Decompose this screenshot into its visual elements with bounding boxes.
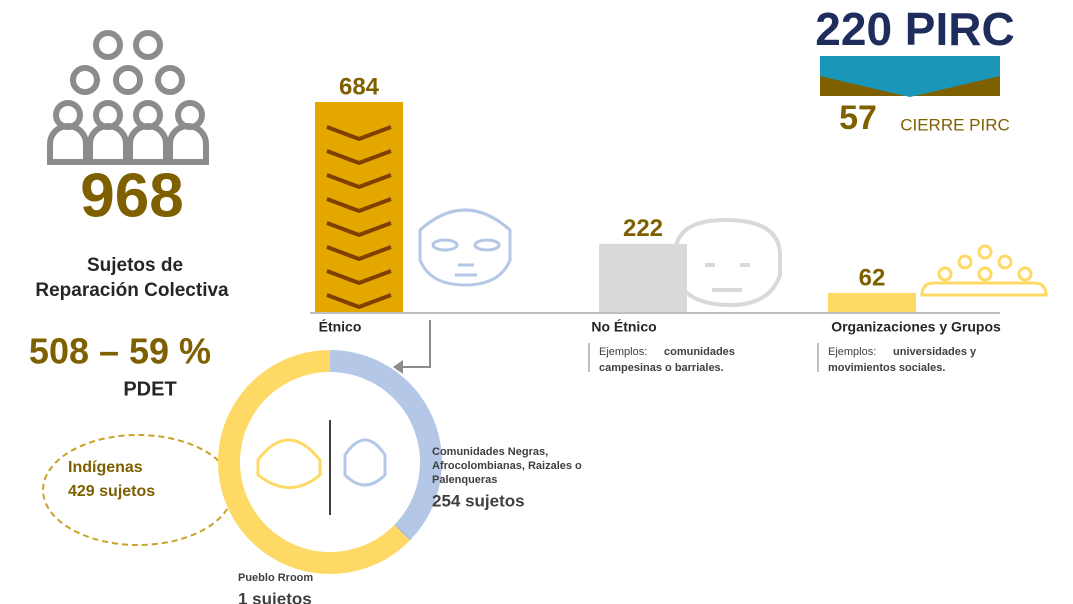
example-text: comunidades (664, 346, 735, 358)
bar-value: 62 (859, 264, 886, 291)
bar (315, 102, 403, 313)
mask-icon (418, 208, 512, 287)
bar-category: No Étnico (591, 319, 656, 335)
bar-category: Organizaciones y Grupos (831, 319, 1001, 335)
group-icon (920, 244, 1048, 297)
bar-value: 684 (339, 73, 380, 100)
donut-category: Afrocolombianas, Raizales o (432, 460, 582, 472)
bar-category: Étnico (319, 319, 362, 335)
donut-segment (330, 350, 442, 540)
total: 968 (80, 161, 183, 230)
pirc: 220 PIRC (815, 3, 1014, 55)
donut-segment (218, 350, 411, 574)
total-label: Reparación Colectiva (35, 280, 229, 301)
bar-pattern (326, 125, 392, 310)
donut-category: Palenqueras (432, 474, 497, 486)
example-text: campesinas o barriales. (599, 362, 724, 374)
cierre-label: CIERRE PIRC (900, 115, 1010, 134)
arrow (395, 320, 431, 368)
donut-category: Comunidades Negras, (432, 446, 548, 458)
badge-band-top (820, 56, 1000, 97)
example-text: movimientos sociales. (828, 362, 945, 374)
donut-icons (256, 438, 387, 489)
pdet-label: PDET (123, 378, 176, 400)
example-lead: Ejemplos: (828, 346, 876, 358)
donut-value: 429 sujetos (68, 483, 155, 500)
example-lead: Ejemplos: (599, 346, 647, 358)
total-label: Sujetos de (87, 255, 183, 276)
arrow-head (393, 360, 403, 374)
bar-value: 222 (623, 215, 663, 242)
face-icon (673, 217, 782, 308)
donut-category: Indígenas (68, 459, 143, 476)
example-text: universidades y (893, 346, 977, 358)
donut-category: Pueblo Rroom (238, 572, 313, 584)
donut-segment (394, 524, 411, 541)
donut-value: 1 sujetos (238, 589, 312, 604)
pdet-value: 508 – 59 % (29, 331, 211, 372)
people-icon (47, 30, 209, 165)
bar (828, 292, 916, 312)
bar (599, 243, 687, 312)
donut-value: 254 sujetos (432, 491, 525, 510)
cierre-value: 57 (839, 99, 877, 137)
